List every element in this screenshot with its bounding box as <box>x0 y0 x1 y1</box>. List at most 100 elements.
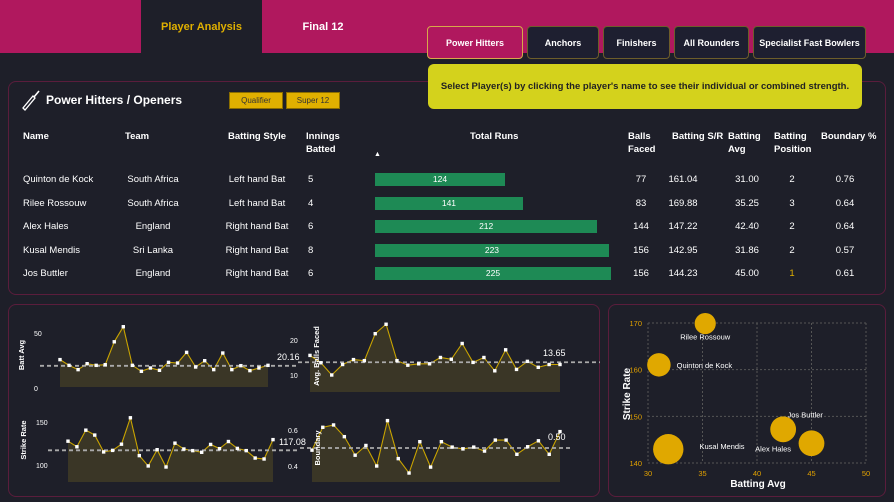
data-point[interactable] <box>471 360 475 365</box>
bubble[interactable] <box>798 430 825 457</box>
data-point[interactable] <box>128 416 133 420</box>
data-point[interactable] <box>221 351 225 355</box>
category-finishers-button[interactable]: Finishers <box>603 26 670 59</box>
data-point[interactable] <box>146 464 150 468</box>
data-point[interactable] <box>374 464 379 468</box>
tab-player-analysis[interactable]: Player Analysis <box>141 0 262 53</box>
data-point[interactable] <box>385 418 390 423</box>
cell-name[interactable]: Kusal Mendis <box>23 244 81 256</box>
data-point[interactable] <box>85 361 89 366</box>
data-point[interactable] <box>93 433 97 437</box>
data-point[interactable] <box>395 358 399 363</box>
data-point[interactable] <box>493 369 497 373</box>
data-point[interactable] <box>155 447 159 452</box>
data-point[interactable] <box>262 457 266 461</box>
data-point[interactable] <box>450 445 454 449</box>
data-point[interactable] <box>353 453 357 457</box>
header-balls-faced[interactable]: Balls Faced <box>628 131 656 155</box>
data-point[interactable] <box>173 441 177 445</box>
cell-name[interactable]: Rilee Rossouw <box>23 197 87 209</box>
data-point[interactable] <box>396 456 400 461</box>
data-point[interactable] <box>67 363 71 368</box>
bubble[interactable] <box>653 434 684 465</box>
data-point[interactable] <box>191 448 195 453</box>
data-point[interactable] <box>212 367 216 372</box>
data-point[interactable] <box>310 448 314 452</box>
data-point[interactable] <box>536 439 541 443</box>
data-point[interactable] <box>340 362 345 367</box>
bubble[interactable] <box>694 312 716 335</box>
bubble[interactable] <box>770 416 797 443</box>
data-point[interactable] <box>439 440 444 444</box>
data-point[interactable] <box>493 438 498 442</box>
data-point[interactable] <box>503 348 508 352</box>
data-point[interactable] <box>157 368 162 372</box>
data-point[interactable] <box>58 357 62 362</box>
category-all-rounders-button[interactable]: All Rounders <box>674 26 749 59</box>
cell-name[interactable]: Quinton de Kock <box>23 174 94 185</box>
data-point[interactable] <box>558 362 562 367</box>
data-point[interactable] <box>202 359 207 363</box>
data-point[interactable] <box>166 360 171 365</box>
data-point[interactable] <box>514 367 519 372</box>
data-point[interactable] <box>342 434 347 439</box>
header-batting-avg[interactable]: Batting Avg <box>728 131 761 155</box>
data-point[interactable] <box>373 332 377 336</box>
header-batting-position[interactable]: Batting Position <box>774 131 812 155</box>
data-point[interactable] <box>428 465 433 469</box>
bubble[interactable] <box>647 353 671 377</box>
data-point[interactable] <box>164 465 168 469</box>
data-point[interactable] <box>308 353 312 358</box>
data-point[interactable] <box>515 452 519 456</box>
data-point[interactable] <box>384 322 388 326</box>
data-point[interactable] <box>504 438 508 442</box>
header-strike-rate[interactable]: Batting S/R <box>672 131 724 142</box>
data-point[interactable] <box>330 373 334 377</box>
data-point[interactable] <box>208 442 213 447</box>
filter-qualifier-button[interactable]: Qualifier <box>229 92 283 109</box>
data-point[interactable] <box>103 362 107 367</box>
data-point[interactable] <box>536 365 540 369</box>
data-point[interactable] <box>130 363 135 368</box>
data-point[interactable] <box>321 425 325 429</box>
data-point[interactable] <box>139 369 144 373</box>
data-point[interactable] <box>406 363 410 367</box>
data-point[interactable] <box>119 442 124 446</box>
sort-indicator-icon[interactable]: ▲ <box>374 151 381 158</box>
data-point[interactable] <box>121 325 126 329</box>
data-point[interactable] <box>407 471 411 475</box>
data-point[interactable] <box>230 367 234 372</box>
data-point[interactable] <box>175 361 180 365</box>
filter-super12-button[interactable]: Super 12 <box>286 92 340 109</box>
data-point[interactable] <box>193 365 198 369</box>
data-point[interactable] <box>112 340 116 344</box>
data-point[interactable] <box>547 452 551 456</box>
data-point[interactable] <box>449 357 454 361</box>
data-point[interactable] <box>76 367 80 372</box>
data-point[interactable] <box>248 368 252 373</box>
data-point[interactable] <box>244 448 248 453</box>
cell-name[interactable]: Jos Buttler <box>23 268 68 279</box>
tab-final-12[interactable]: Final 12 <box>302 20 344 33</box>
data-point[interactable] <box>472 445 476 449</box>
header-boundary[interactable]: Boundary % <box>821 131 877 142</box>
header-total-runs[interactable]: Total Runs <box>470 131 519 142</box>
data-point[interactable] <box>482 449 487 453</box>
data-point[interactable] <box>418 440 422 444</box>
cell-name[interactable]: Alex Hales <box>23 221 69 232</box>
header-team[interactable]: Team <box>125 131 150 142</box>
data-point[interactable] <box>182 447 186 451</box>
category-power-hitters-button[interactable]: Power Hitters <box>427 26 523 59</box>
header-name[interactable]: Name <box>23 131 49 142</box>
data-point[interactable] <box>460 341 464 346</box>
data-point[interactable] <box>525 445 530 449</box>
data-point[interactable] <box>110 448 115 453</box>
data-point[interactable] <box>319 361 323 365</box>
data-point[interactable] <box>184 350 189 355</box>
data-point[interactable] <box>351 357 356 362</box>
header-batting-style[interactable]: Batting Style <box>228 131 287 142</box>
data-point[interactable] <box>148 366 153 370</box>
data-point[interactable] <box>331 423 336 427</box>
data-point[interactable] <box>525 359 530 364</box>
data-point[interactable] <box>438 355 443 360</box>
